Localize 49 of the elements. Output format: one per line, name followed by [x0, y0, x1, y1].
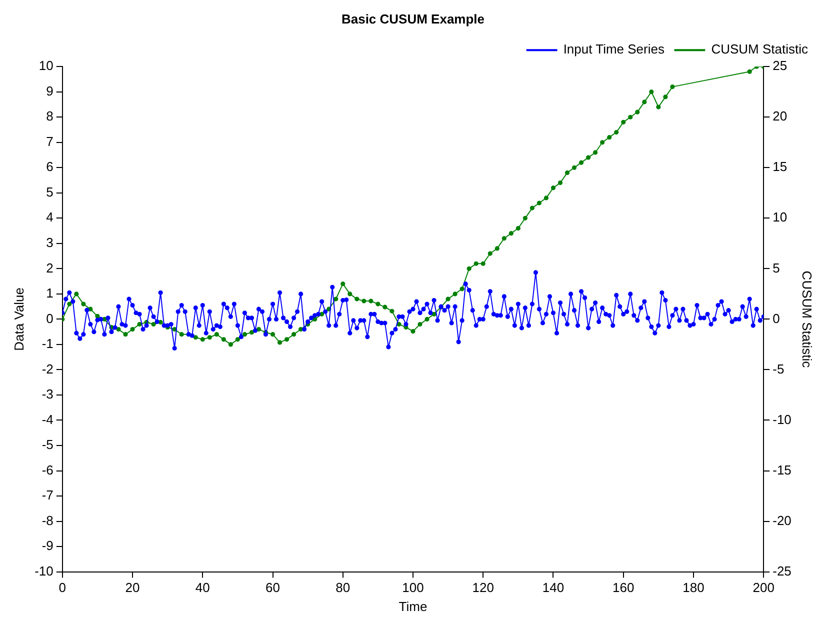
y-tick-label: 1	[46, 286, 54, 301]
x-tick-label: 200	[752, 580, 774, 596]
y-tick-label: -2	[42, 361, 54, 376]
y-tick-label: 9	[46, 83, 54, 98]
y-tick-label: -9	[42, 538, 54, 554]
x-tick-label: 160	[612, 580, 634, 596]
legend-label: Input Time Series	[563, 42, 665, 57]
y2-tick-label: 15	[772, 159, 788, 174]
x-tick-label: 40	[195, 580, 210, 596]
y-tick-label: 0	[46, 310, 54, 326]
y-tick-label: -6	[42, 462, 54, 478]
x-tick-label: 140	[542, 580, 564, 596]
y2-tick-label: -10	[772, 412, 792, 427]
y-tick-label: 6	[46, 159, 54, 174]
y-tick-label: -3	[42, 386, 54, 402]
y-tick-label: -5	[42, 437, 54, 452]
y-tick-label: -1	[42, 336, 54, 352]
y-tick-label: 4	[46, 210, 54, 225]
y2-tick-label: 20	[772, 108, 788, 124]
y-tick-label: -10	[34, 563, 54, 578]
y-tick-label: -7	[42, 488, 54, 503]
x-tick-label: 180	[682, 580, 704, 596]
x-axis-title: Time	[398, 598, 428, 614]
y2-tick-label: -5	[772, 361, 784, 376]
y-tick-label: -8	[42, 512, 54, 528]
y-tick-label: 7	[46, 134, 54, 149]
legend-label: CUSUM Statistic	[711, 42, 808, 57]
y-tick-label: 3	[46, 235, 54, 250]
y-tick-label: 10	[38, 58, 54, 74]
y-tick-label: 5	[46, 184, 54, 200]
chart-title: Basic CUSUM Example	[341, 11, 485, 26]
y2-tick-label: -20	[772, 512, 792, 528]
y2-tick-label: 25	[772, 58, 788, 74]
y-tick-label: 8	[46, 108, 54, 124]
y2-tick-label: 5	[772, 260, 780, 276]
y2-tick-label: -15	[772, 462, 792, 478]
y2-tick-label: -25	[772, 563, 792, 578]
x-tick-label: 0	[58, 580, 66, 596]
x-tick-label: 80	[336, 580, 350, 596]
y-tick-label: 2	[46, 260, 54, 276]
x-tick-label: 100	[402, 580, 424, 596]
y2-tick-label: 0	[772, 310, 780, 326]
x-tick-label: 120	[472, 580, 494, 596]
y2-axis-title: CUSUM Statistic	[800, 270, 815, 368]
y-axis-title: Data Value	[11, 288, 26, 351]
x-tick-label: 20	[125, 580, 140, 596]
y-tick-label: -4	[42, 412, 54, 427]
y2-tick-label: 10	[772, 210, 788, 225]
x-tick-label: 60	[266, 580, 280, 596]
